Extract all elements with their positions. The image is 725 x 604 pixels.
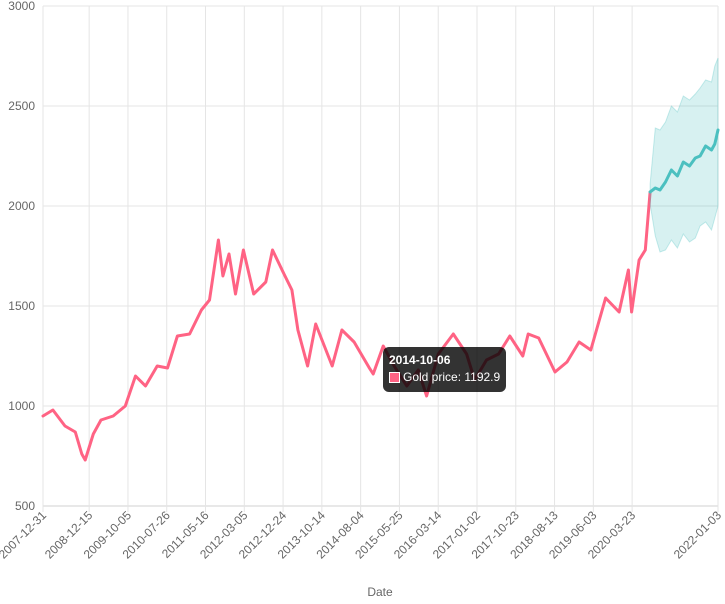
y-axis: 500 1000 1500 2000 2500 3000 [8, 0, 35, 513]
tooltip-row: Gold price: 1192.9 [389, 369, 500, 386]
forecast-line [648, 128, 720, 194]
y-tick-label: 2500 [8, 99, 35, 113]
y-tick-label: 1000 [8, 399, 35, 413]
grid [42, 5, 719, 512]
y-tick-label: 500 [15, 499, 35, 513]
tooltip-title: 2014-10-06 [389, 353, 451, 367]
x-tick-label: 2022-01-03 [671, 508, 725, 562]
x-axis: 2007-12-312008-12-152009-10-052010-07-26… [0, 508, 724, 562]
forecast-band [649, 57, 719, 253]
y-tick-label: 2000 [8, 199, 35, 213]
x-tick-label: 2007-12-31 [0, 508, 49, 562]
series-layer [41, 57, 720, 462]
tooltip-swatch [389, 372, 400, 383]
tooltip: 2014-10-06 Gold price: 1192.9 [383, 347, 507, 392]
x-axis-title: Date [367, 585, 393, 599]
gold-price-line [41, 190, 652, 462]
y-tick-label: 1500 [8, 299, 35, 313]
tooltip-label: Gold price: 1192.9 [403, 370, 501, 384]
y-tick-label: 3000 [8, 0, 35, 13]
